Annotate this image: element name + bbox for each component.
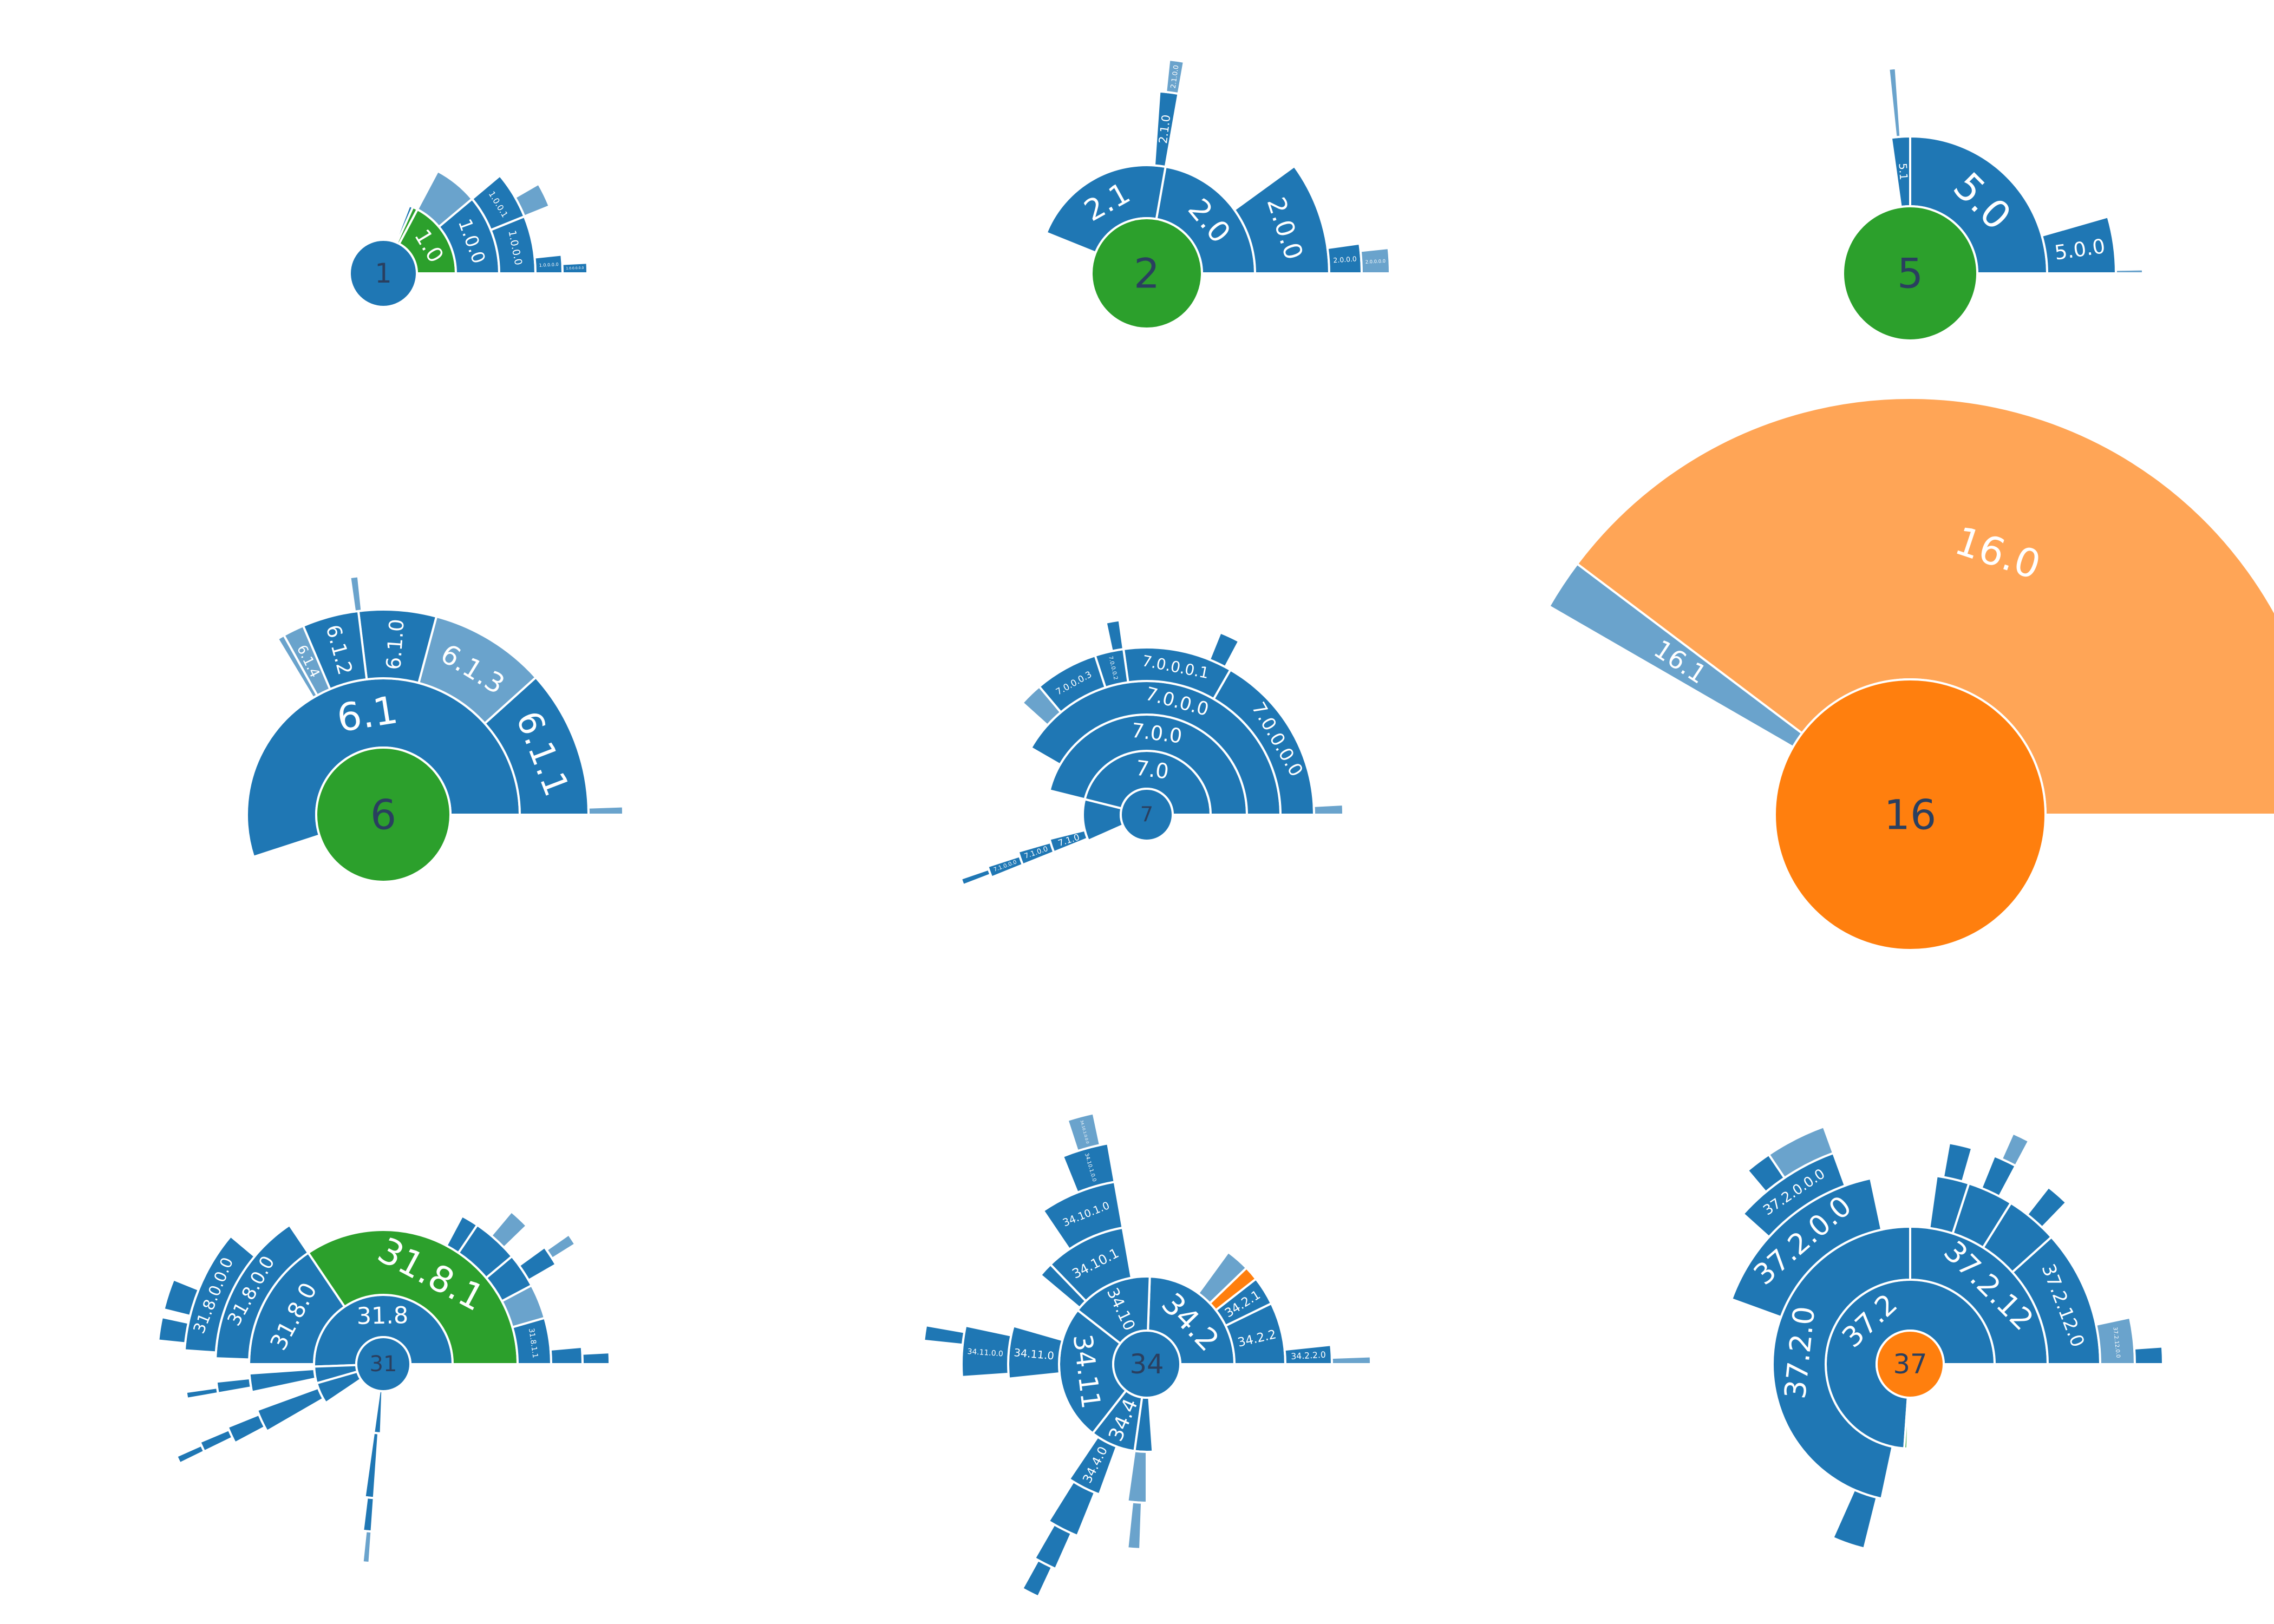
sunburst-sector[interactable] [215,1377,253,1395]
sector-label: 1.0.0.0.0 [539,261,559,268]
sunburst-sector[interactable] [1021,685,1063,727]
sector-label: 5.1 [1896,163,1910,181]
sector-label: 7.0 [1134,756,1170,784]
sunburst-sector[interactable] [1887,67,1902,139]
sunburst-sector[interactable] [372,1390,384,1435]
sunburst-sector[interactable] [361,1530,373,1564]
sunburst-sector[interactable] [1105,619,1125,653]
sunburst-sector[interactable] [1312,803,1345,816]
sunburst-sector[interactable] [157,1315,190,1345]
sunburst-sector[interactable] [1126,1450,1148,1504]
sunburst-sector[interactable] [185,1386,220,1400]
sunburst-sector[interactable] [1359,246,1391,274]
sunburst-sector[interactable] [2114,268,2145,274]
sunburst-chart-16: 16.016.116 [1547,397,2274,951]
sector-label: 6.1 [334,687,401,741]
sunburst-sector[interactable] [1233,165,1331,274]
sunburst-sector[interactable] [1197,1250,1248,1305]
root-label: 5 [1897,250,1923,298]
sunburst-sector[interactable] [1021,1558,1054,1599]
sunburst-chart-34: 34.234.1034.1134.434.2.234.2.134.10.134.… [923,1111,1373,1599]
sunburst-sector[interactable] [1330,1355,1373,1365]
root-label: 34 [1129,1348,1164,1380]
sunburst-sector[interactable] [587,805,625,816]
sector-label: 34.2.2.0 [1291,1350,1326,1361]
sunburst-sector[interactable] [489,1210,528,1249]
root-label: 37 [1893,1348,1927,1380]
sunburst-sector[interactable] [1039,1263,1088,1309]
sunburst-sector[interactable] [248,1367,317,1393]
sunburst-root[interactable] [1090,217,1203,330]
sunburst-sector[interactable] [363,1431,380,1499]
sunburst-root[interactable] [1876,1330,1945,1399]
sunburst-sector[interactable] [2025,1186,2068,1229]
root-label: 7 [1140,803,1153,827]
sunburst-root[interactable] [1112,1330,1181,1399]
root-label: 1 [375,258,392,289]
sector-label: 2.0.0.0 [1333,254,1357,264]
sunburst-sector[interactable] [1746,1153,1786,1194]
sunburst-sector[interactable] [162,1278,200,1318]
sunburst-sector[interactable] [226,1413,266,1445]
sunburst-sector[interactable] [256,1386,325,1433]
sunburst-sector[interactable] [1165,58,1186,95]
sector-label: 2.0.0.0.0 [1365,258,1386,265]
sector-label: 34.11.0.0 [967,1347,1003,1359]
sunburst-sector[interactable] [175,1444,206,1465]
sunburst-sector[interactable] [1208,631,1241,669]
sector-label: 6.1.0 [382,618,408,671]
sunburst-sector[interactable] [416,169,474,228]
sunburst-sector[interactable] [2133,1345,2165,1365]
sunburst-sector[interactable] [545,1233,577,1260]
sunburst-chart-5: 5.05.15.0.05 [1842,67,2145,342]
sunburst-sector[interactable] [561,261,589,274]
sunburst-sector[interactable] [1831,1488,1878,1550]
sunburst-chart-2: 2.02.1 2.0.02.1.02.0.0.02.1.0.02.0.0.0.02 [1044,58,1391,330]
sunburst-sector[interactable] [1066,1111,1102,1152]
sunburst-root[interactable] [1120,788,1174,842]
root-label: 16 [1884,791,1937,839]
sunburst-sector[interactable] [198,1428,234,1453]
sunburst-root[interactable] [1842,205,1978,342]
root-label: 31 [370,1352,397,1377]
sunburst-chart-6: 6.1 6.1.16.1.36.1.06.1.26.1.46 [246,575,625,883]
sunburst-root[interactable] [1774,678,2047,951]
sunburst-sector[interactable] [445,1214,479,1255]
sunburst-sector[interactable] [1942,1141,1974,1183]
sector-label: 2.1.0.0 [1169,64,1180,89]
root-label: 6 [370,791,396,839]
sunburst-sector[interactable] [183,1234,257,1354]
sector-label: 1.0.0.0.0.0 [566,266,584,271]
sunburst-sector[interactable] [276,633,319,699]
root-label: 2 [1134,250,1160,298]
sunburst-sector[interactable] [549,1345,584,1365]
sunburst-sector[interactable] [923,1324,966,1346]
sunburst-root[interactable] [315,746,452,883]
sunburst-root[interactable] [349,239,418,308]
sector-label: 31.8 [356,1302,408,1330]
sunburst-sector[interactable] [2040,215,2118,274]
sunburst-sector[interactable] [513,182,551,218]
sunburst-sector[interactable] [349,575,363,613]
sunburst-sector[interactable] [2000,1131,2030,1168]
sunburst-sector[interactable] [361,1496,375,1533]
sunburst-sector[interactable] [581,1351,611,1365]
sunburst-sector[interactable] [959,868,992,887]
sunburst-root[interactable] [355,1336,411,1392]
sunburst-sector[interactable] [1126,1501,1143,1550]
sunburst-chart-7: 7.07.0.07.1.07.0.0.07.1.0.07.0.0.0.07.0.… [959,619,1345,887]
sunburst-chart-31: 31.831.8.131.8.0 31.8.1.131.8.0.031.8.0.0… [157,1210,611,1564]
sunburst-chart-1: 1.0 1.0.0 1.0.0.01.0.0.11.0.0.0.01.0.0.0.0… [349,169,589,308]
